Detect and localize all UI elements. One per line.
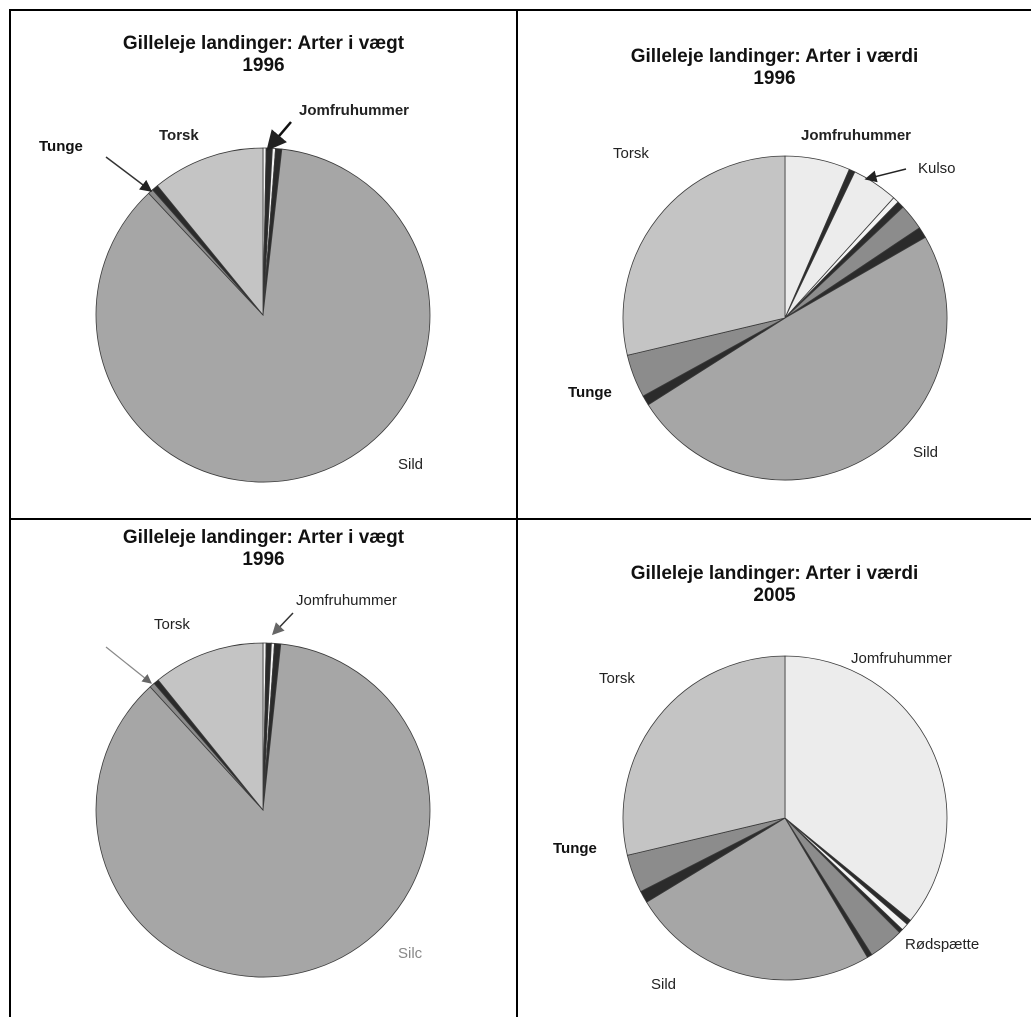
- pie-slice-sild: [647, 236, 948, 481]
- chart-title: Gilleleje landinger: Arter i vægt 1996: [11, 33, 516, 77]
- frame-left: [9, 9, 11, 1017]
- chart-title: Gilleleje landinger: Arter i værdi 2005: [518, 563, 1031, 607]
- chart-title-line2: 1996: [753, 68, 796, 89]
- pie-slice-torsk: [622, 655, 786, 856]
- label-jomfruhummer: Jomfruhummer: [299, 102, 409, 119]
- pie-slice-torsk: [157, 642, 264, 812]
- label-torsk: Torsk: [599, 670, 635, 687]
- chart-panel-value-1996: Gilleleje landinger: Arter i værdi 1996 …: [518, 11, 1031, 518]
- pie-chart: Jomfruhummer Torsk Tunge Sild Rødspætte: [553, 650, 979, 993]
- label-tunge: Tunge: [39, 138, 83, 155]
- label-sild: Silc: [398, 945, 423, 962]
- label-torsk: Torsk: [613, 145, 649, 162]
- chart-panel-value-2005: Gilleleje landinger: Arter i værdi 2005 …: [518, 520, 1031, 1017]
- pie-slice-jomfruhummer: [784, 655, 948, 922]
- chart-panel-weight-1996-a: Gilleleje landinger: Arter i vægt 1996 J…: [11, 11, 516, 518]
- pie-slice-torsk: [622, 155, 786, 356]
- chart-title-line2: 2005: [753, 585, 796, 606]
- label-sild: Sild: [398, 456, 423, 473]
- arrow-kulso: [864, 168, 907, 183]
- arrow-tunge: [105, 156, 153, 192]
- label-torsk: Torsk: [159, 127, 199, 144]
- label-sild: Sild: [913, 444, 938, 461]
- pie-chart: Jomfruhummer Kulso Torsk Tunge Sild: [568, 127, 956, 481]
- label-jomfruhummer: Jomfruhummer: [801, 127, 911, 144]
- pie-slice-sild: [646, 817, 869, 981]
- arrow-tunge: [105, 646, 152, 684]
- label-rodspaette: Rødspætte: [905, 936, 979, 953]
- chart-title-line1: Gilleleje landinger: Arter i værdi: [630, 46, 919, 67]
- chart-title-line1: Gilleleje landinger: Arter i værdi: [630, 563, 919, 584]
- label-kulso: Kulso: [918, 160, 956, 177]
- label-sild: Sild: [651, 976, 676, 993]
- pie-chart: Jomfruhummer Torsk Tunge Sild: [39, 102, 431, 483]
- label-torsk: Torsk: [154, 616, 190, 633]
- chart-title: Gilleleje landinger: Arter i vægt 1996: [11, 527, 516, 571]
- chart-title-line1: Gilleleje landinger: Arter i vægt: [122, 33, 405, 54]
- label-tunge: Tunge: [568, 384, 612, 401]
- chart-title-line1: Gilleleje landinger: Arter i vægt: [122, 527, 405, 548]
- label-jomfruhummer: Jomfruhummer: [296, 592, 397, 609]
- chart-title-line2: 1996: [242, 549, 285, 570]
- frame-vertical-divider: [516, 9, 518, 1017]
- frame-horizontal-divider: [9, 518, 1031, 520]
- chart-title-line2: 1996: [242, 55, 285, 76]
- arrow-jomfruhummer: [271, 612, 294, 636]
- label-jomfruhummer: Jomfruhummer: [851, 650, 952, 667]
- label-tunge: Tunge: [553, 840, 597, 857]
- arrow-jomfruhummer: [266, 121, 292, 151]
- pie-chart: Jomfruhummer Torsk Silc: [95, 592, 431, 978]
- chart-title: Gilleleje landinger: Arter i værdi 1996: [518, 46, 1031, 90]
- chart-panel-weight-1996-b: Gilleleje landinger: Arter i vægt 1996 J…: [11, 520, 516, 1017]
- frame-top: [9, 9, 1031, 11]
- pie-slice-torsk: [156, 147, 264, 317]
